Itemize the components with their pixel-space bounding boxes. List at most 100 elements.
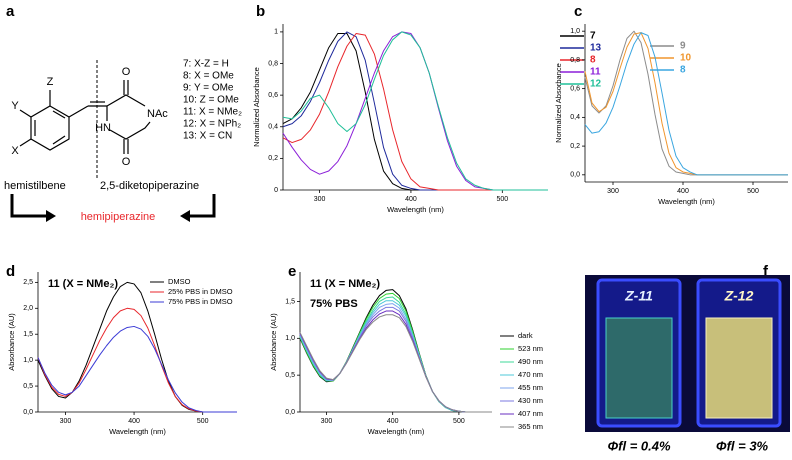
- x-tick-label: 500: [453, 418, 465, 425]
- panel-label: a: [6, 3, 15, 20]
- panel-label: b: [256, 3, 265, 20]
- bond: [109, 121, 151, 140]
- y-tick-label: 0,6: [268, 92, 278, 99]
- bond: [19, 138, 32, 147]
- spectrum-line: [584, 32, 788, 176]
- spectrum-line: [299, 296, 492, 413]
- y-tick-label: 0,6: [570, 85, 580, 92]
- sample-label: Z-11: [624, 288, 653, 304]
- y-tick-label: 1,0: [285, 335, 295, 342]
- y-tick-label: 0,2: [570, 143, 580, 150]
- x-axis-label: Wavelength (nm): [109, 427, 166, 436]
- panel-label: f: [763, 263, 769, 280]
- bond: [19, 109, 32, 118]
- legend-label: 430 nm: [518, 396, 543, 405]
- cuvette-liquid: [605, 317, 673, 419]
- x-tick-label: 400: [128, 418, 140, 425]
- x-tick-label: 300: [321, 418, 333, 425]
- legend-label: 8: [590, 55, 596, 66]
- quantum-yield: Φfl = 0.4%: [607, 438, 671, 453]
- atom-label: NAc: [147, 108, 168, 120]
- legend-label: 490 nm: [518, 357, 543, 366]
- y-axis-label: Normalized Absorbance: [554, 63, 563, 143]
- y-tick-label: 1,5: [23, 331, 33, 338]
- atom-label: HN: [95, 122, 111, 134]
- arrow: [10, 194, 46, 218]
- spectrum-line: [282, 31, 548, 191]
- legend-label: 7: [590, 31, 596, 42]
- y-tick-label: 1,5: [285, 298, 295, 305]
- legend-label: dark: [518, 331, 533, 340]
- spectrum-line: [299, 300, 492, 413]
- x-tick-label: 400: [677, 188, 689, 195]
- structure: [10, 60, 216, 222]
- legend-label: 10: [680, 53, 692, 64]
- y-tick-label: 0,5: [23, 383, 33, 390]
- arrow: [190, 194, 216, 218]
- spectrum-line: [282, 31, 548, 191]
- legend-label: 9: [680, 41, 686, 52]
- y-tick-label: 1: [274, 29, 278, 36]
- x-tick-label: 500: [496, 196, 508, 203]
- x-tick-label: 300: [314, 196, 326, 203]
- legend-label: 75% PBS in DMSO: [168, 297, 233, 306]
- compound-entry: 13: X = CN: [183, 131, 232, 142]
- spectrum-line: [299, 303, 492, 413]
- bond: [52, 135, 66, 145]
- panel-label: d: [6, 263, 15, 280]
- fragment-label: hemistilbene: [4, 180, 66, 192]
- x-tick-label: 400: [405, 196, 417, 203]
- legend-label: 25% PBS in DMSO: [168, 287, 233, 296]
- y-tick-label: 1,0: [23, 357, 33, 364]
- substituent: X: [11, 145, 19, 157]
- sample-label: Z-12: [724, 288, 754, 304]
- y-tick-label: 0,8: [570, 57, 580, 64]
- legend-label: 407 nm: [518, 409, 543, 418]
- legend-label: 8: [680, 65, 686, 76]
- quantum-yield: Φfl = 3%: [716, 438, 769, 453]
- arrowhead: [180, 210, 190, 222]
- atom-label: O: [122, 156, 131, 168]
- legend-label: 365 nm: [518, 422, 543, 431]
- y-tick-label: 1,0: [570, 28, 580, 35]
- x-axis-label: Wavelength (nm): [368, 427, 425, 436]
- y-tick-label: 0: [274, 187, 278, 194]
- fragment-label: 2,5-diketopiperazine: [100, 180, 199, 192]
- compound-entry: 12: X = NPh₂: [183, 119, 241, 130]
- legend-label: 455 nm: [518, 383, 543, 392]
- legend-label: 12: [590, 79, 602, 90]
- bond: [52, 110, 66, 119]
- x-tick-label: 500: [197, 418, 209, 425]
- y-axis-label: Absorbance (AU): [7, 313, 16, 371]
- compound-entry: 11: X = NMe₂: [183, 107, 242, 118]
- spectrum-line: [299, 292, 492, 413]
- legend-label: 11: [590, 67, 601, 78]
- x-tick-label: 300: [60, 418, 72, 425]
- x-axis-label: Wavelength (nm): [658, 197, 715, 206]
- y-tick-label: 0,5: [285, 372, 295, 379]
- y-tick-label: 0,0: [285, 409, 295, 416]
- legend-label: DMSO: [168, 277, 191, 286]
- y-axis-label: Absorbance (AU): [269, 313, 278, 371]
- legend-label: 523 nm: [518, 344, 543, 353]
- cuvette-liquid: [705, 317, 773, 419]
- annotation: 11 (X = NMe₂): [48, 278, 118, 290]
- compound-entry: 8: X = OMe: [183, 71, 234, 82]
- compound-entry: 7: X-Z = H: [183, 59, 229, 70]
- y-tick-label: 0,2: [268, 155, 278, 162]
- y-tick-label: 2,0: [23, 305, 33, 312]
- spectrum-line: [299, 314, 492, 413]
- spectrum-line: [282, 31, 548, 191]
- spectrum-line: [299, 306, 492, 413]
- spectrum-line: [37, 325, 237, 413]
- x-tick-label: 300: [607, 188, 619, 195]
- y-tick-label: 2,5: [23, 279, 33, 286]
- annotation: 75% PBS: [310, 298, 358, 310]
- legend-label: 13: [590, 43, 602, 54]
- panel-label: e: [288, 263, 296, 280]
- spectrum-line: [282, 32, 548, 191]
- y-tick-label: 0,0: [570, 172, 580, 179]
- arrowhead: [46, 210, 56, 222]
